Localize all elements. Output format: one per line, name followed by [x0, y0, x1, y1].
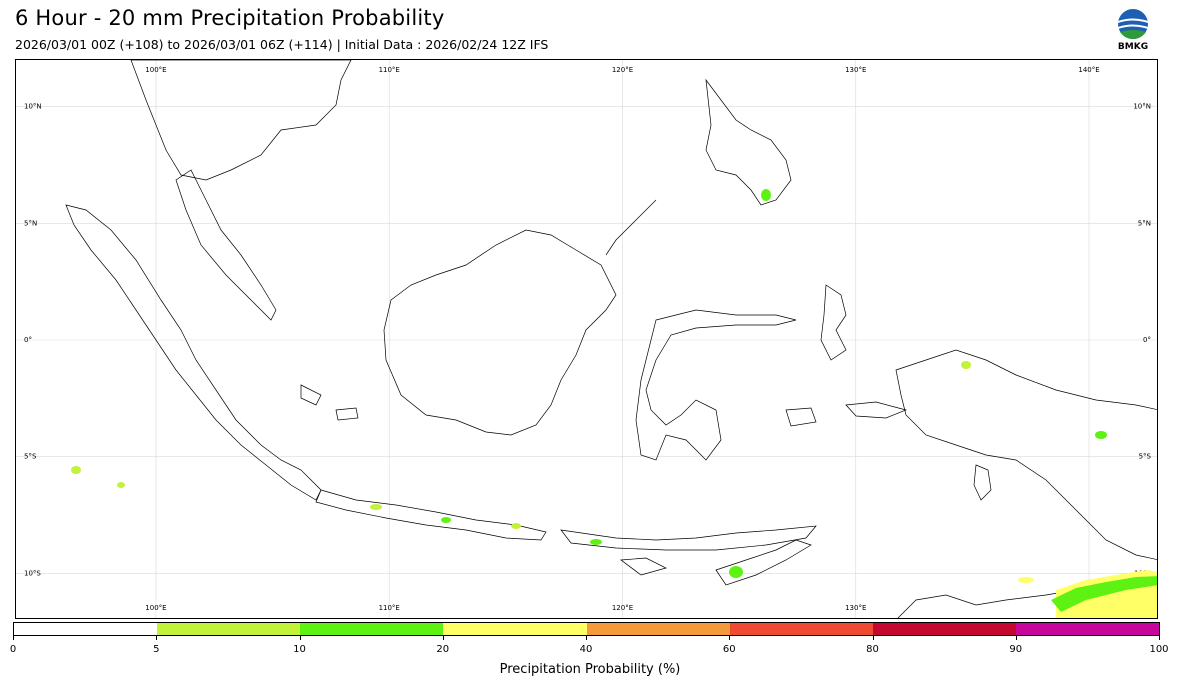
landmass-buru — [785, 407, 817, 427]
lat-label: 5°N — [24, 219, 37, 227]
colorbar-tick — [299, 636, 301, 640]
landmass-palawan — [605, 199, 657, 256]
landmass-australia — [897, 574, 1157, 618]
precip-area-south-java — [370, 504, 382, 510]
landmass-bangka — [300, 384, 322, 406]
precip-area-timor — [729, 566, 743, 578]
colorbar-tick — [156, 636, 158, 640]
landmass-timor — [715, 539, 812, 586]
landmass-sumatra — [65, 204, 322, 501]
colorbar-tick-label: 90 — [1009, 644, 1023, 655]
landmass-belitung — [335, 407, 359, 421]
colorbar-tick — [13, 636, 14, 640]
colorbar-tick-label: 100 — [1149, 644, 1169, 655]
landmass-sulawesi — [635, 309, 797, 461]
lat-label: 5°N — [1138, 219, 1151, 227]
landmass-java — [315, 489, 547, 541]
lat-label: 5°S — [1139, 453, 1152, 461]
lon-label: 110°E — [379, 66, 400, 74]
lon-label: 120°E — [612, 604, 633, 612]
colorbar-tick — [1159, 636, 1160, 640]
precip-area-arafura-west — [1018, 577, 1034, 583]
lat-label: 0° — [24, 336, 32, 344]
precip-area-bali — [590, 539, 602, 545]
colorbar-tick-label: 20 — [436, 644, 450, 655]
lat-label: 0° — [1143, 336, 1151, 344]
bmkg-logo-text: BMKG — [1117, 42, 1149, 52]
colorbar-tick-label: 60 — [722, 644, 736, 655]
precip-area-papua-south — [1095, 431, 1107, 439]
precip-area-central-java — [441, 517, 451, 523]
landmass-halmahera — [820, 284, 847, 361]
lon-label: 110°E — [379, 604, 400, 612]
colorbar-segment — [872, 623, 1016, 635]
map-title: 6 Hour - 20 mm Precipitation Probability — [15, 6, 445, 30]
landmass-seram — [845, 401, 908, 419]
colorbar-segment — [14, 623, 158, 635]
landmass-indochina — [130, 60, 352, 181]
precipitation-map: 100°E 100°E 110°E 110°E 120°E 120°E 130°E 130°E… — [15, 59, 1158, 619]
colorbar-segment — [157, 623, 301, 635]
lon-label: 130°E — [845, 604, 866, 612]
lat-label: 10°N — [24, 103, 42, 111]
colorbar-label: Precipitation Probability (%) — [499, 662, 681, 677]
lon-label: 100°E — [145, 604, 166, 612]
colorbar-tick-label: 0 — [9, 644, 17, 655]
map-subtitle: 2026/03/01 00Z (+108) to 2026/03/01 06Z … — [15, 37, 549, 52]
landmass-malay-peninsula — [175, 169, 277, 321]
lon-label: 120°E — [612, 66, 633, 74]
colorbar-tick-label: 80 — [866, 644, 879, 655]
colorbar-segment — [300, 623, 444, 635]
colorbar-tick — [1015, 636, 1017, 640]
landmass-new-guinea — [895, 349, 1157, 560]
lon-label: 140°E — [1078, 66, 1099, 74]
precip-area-indian-ocean — [71, 466, 81, 474]
colorbar-tick — [442, 636, 444, 640]
colorbar-tick-label: 10 — [293, 644, 306, 655]
landmass-lesser-sunda — [560, 525, 817, 551]
colorbar-tick-label: 5 — [153, 644, 160, 655]
lat-label: 10°S — [24, 569, 41, 577]
precip-area-east-java — [511, 523, 521, 529]
lon-label: 130°E — [845, 66, 866, 74]
precipitation-areas — [71, 189, 1157, 618]
colorbar-tick — [586, 636, 587, 640]
colorbar-tick — [729, 636, 731, 640]
colorbar-segment — [586, 623, 730, 635]
map-canvas: 100°E 100°E 110°E 110°E 120°E 120°E 130°E 130°E… — [16, 60, 1157, 618]
colorbar-segment — [1015, 623, 1159, 635]
precip-area-papua — [961, 361, 971, 369]
landmass-aru — [973, 464, 992, 501]
landmass-sumba — [620, 557, 667, 576]
lat-label: 10°N — [1133, 103, 1151, 111]
landmass-philippines — [705, 78, 792, 206]
lon-label: 100°E — [145, 66, 166, 74]
colorbar-tick — [872, 636, 874, 640]
colorbar — [13, 622, 1160, 636]
bmkg-logo-icon — [1118, 9, 1148, 39]
lat-label: 5°S — [24, 453, 37, 461]
coastlines — [65, 60, 1157, 618]
colorbar-segment — [729, 623, 873, 635]
colorbar-ticks: 0 5 10 20 40 60 80 90 100 — [9, 636, 1169, 658]
colorbar-segment — [443, 623, 587, 635]
precip-area-philippines — [761, 189, 771, 201]
colorbar-tick-label: 40 — [579, 644, 593, 655]
landmass-borneo — [383, 229, 617, 436]
precip-area-indian-ocean-2 — [117, 482, 125, 488]
precip-area-arafura-edge — [1051, 576, 1157, 612]
